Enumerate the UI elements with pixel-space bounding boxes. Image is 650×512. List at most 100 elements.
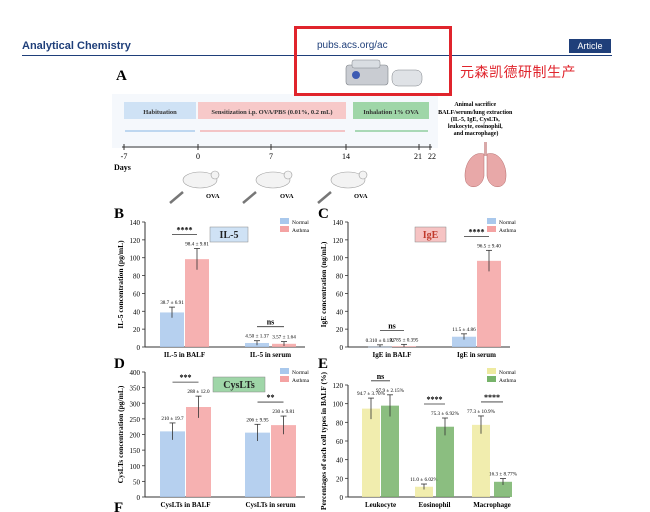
legend-swatch-normal [280,218,289,224]
panel-badge-box [209,226,249,243]
y-tick-label: 100 [333,255,344,263]
highlight-box [294,26,452,96]
panel-a-letter: A [116,68,127,84]
data-label: 288 ± 12.0 [187,389,210,395]
data-label: 11.0 ± 6.02% [410,477,438,483]
data-label: 16.3 ± 8.77% [489,472,518,478]
y-tick-label: 80 [336,273,344,281]
legend-swatch-normal [487,218,496,224]
bar-normal-2 [472,424,490,497]
article-type-badge: Article [569,39,611,53]
significance-marker: ns [388,321,396,330]
bar-normal-1 [452,336,476,347]
x-category-label: IgE in BALF [373,351,412,359]
legend-swatch-asthma [280,376,289,382]
data-label: 75.3 ± 6.92% [431,411,460,417]
panel-letter: E [318,356,328,372]
bar-normal-1 [245,432,270,497]
panel-badge: IL-5 [220,230,239,241]
bar-normal-1 [415,486,433,497]
y-tick-label: 100 [130,463,141,471]
charts-layer: B 0 20 40 60 80 100 120 140 IL-5 concentration (p… [114,206,518,510]
data-label: 210 ± 19.7 [161,416,184,422]
y-tick-label: 120 [130,237,141,245]
bar-normal-0 [362,408,380,497]
ova-label-3: OVA [354,193,368,200]
panel-f-letter: F [114,500,123,512]
x-category-label: IgE in serum [457,351,496,359]
tick-0: 0 [196,152,200,161]
x-category-label: CysLTs in BALF [160,501,210,509]
panel-badge-box [212,376,266,393]
y-tick-label: 20 [336,475,344,483]
journal-url[interactable]: pubs.acs.org/ac [317,40,388,51]
days-label: Days [114,163,131,172]
phase-sensitization-box [198,102,346,119]
y-tick-label: 300 [130,400,141,408]
tick-14: 14 [342,152,350,161]
y-axis-label: CysLTs concentration (pg/mL) [116,385,125,483]
legend-label-asthma: Asthma [499,228,517,234]
phase-inhalation-box [353,102,429,119]
legend-label-normal: Normal [499,370,516,376]
y-tick-label: 140 [130,219,141,227]
y-tick-label: 140 [333,219,344,227]
data-label: 77.3 ± 10.9% [467,409,496,415]
y-tick-label: 0 [137,494,141,502]
y-tick-label: 80 [336,419,344,427]
data-label: 4.50 ± 1.37 [245,334,269,340]
panel-letter: B [114,206,124,222]
y-tick-label: 100 [333,401,344,409]
phase-habituation-box [124,102,196,119]
y-axis-label: Percentages of each cell types in BALF (… [319,371,328,510]
significance-marker: **** [427,395,443,404]
y-tick-label: 20 [336,326,344,334]
legend-swatch-asthma [487,226,496,232]
y-tick-label: 80 [133,273,141,281]
y-axis-label: IgE concentration (ng/mL) [319,241,328,327]
data-label: 94.7 ± 3.70% [357,391,386,397]
y-tick-label: 250 [130,416,141,424]
x-category-label: IL-5 in BALF [164,351,205,359]
y-tick-label: 200 [130,432,141,440]
y-tick-label: 100 [130,255,141,263]
y-tick-label: 40 [336,308,344,316]
header-divider [22,55,612,56]
legend-label-normal: Normal [292,370,309,376]
bar-normal-0 [368,346,392,348]
y-tick-label: 120 [333,237,344,245]
panel-a: A Habituation Sensitization i.p. OVA/PBS… [112,59,513,204]
y-tick-label: 60 [336,438,344,446]
panel-badge-box [414,226,447,243]
y-tick-label: 400 [130,369,141,377]
significance-marker: ** [267,393,275,402]
tick-21: 21 [414,152,422,161]
y-tick-label: 0 [340,494,344,502]
sacrifice-line-2: BALF/serum/lung extraction [438,110,513,116]
bar-asthma-0 [381,405,399,497]
data-label: 206 ± 9.95 [246,417,269,423]
y-tick-label: 40 [336,457,344,465]
panel-letter: C [318,206,329,222]
chart-panel-b: B 0 20 40 60 80 100 120 140 IL-5 concentration (p… [114,206,310,359]
legend-label-asthma: Asthma [292,378,310,384]
legend-swatch-asthma [280,226,289,232]
sacrifice-line-5: and macrophage) [454,130,499,137]
mouse-injection-3: OVA [317,170,368,204]
significance-marker: **** [469,227,485,236]
data-label: 0.785 ± 0.395 [390,337,419,343]
data-label: 97.9 ± 2.15% [376,388,405,394]
legend-label-normal: Normal [499,220,516,226]
ova-label-2: OVA [280,193,294,200]
y-tick-label: 60 [336,290,344,298]
legend-swatch-normal [487,368,496,374]
bar-asthma-1 [477,260,501,347]
y-tick-label: 120 [333,382,344,390]
y-tick-label: 350 [130,385,141,393]
chart-panel-c: C 0 20 40 60 80 100 120 140 IgE concentration (ng… [318,206,517,359]
panel-badge: CysLTs [223,380,255,391]
x-category-label: Macrophage [473,501,511,509]
significance-marker: ns [267,318,275,327]
sacrifice-line-3: (IL-5, IgE, CysLTs, [451,116,501,123]
data-label: 98.4 ± 9.81 [185,241,209,247]
